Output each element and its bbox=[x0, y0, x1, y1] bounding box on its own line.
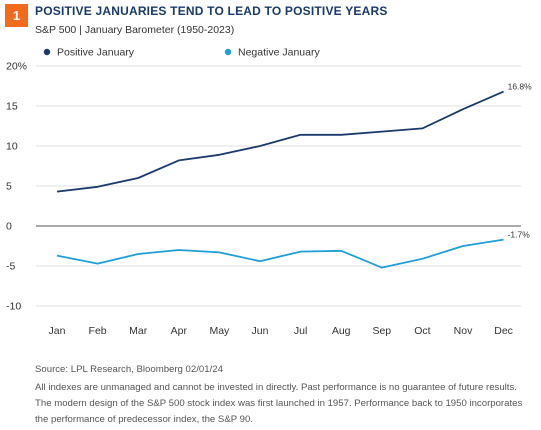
y-tick-label: 15 bbox=[6, 101, 18, 113]
x-tick-label: Feb bbox=[89, 325, 107, 337]
y-tick-label: -5 bbox=[6, 261, 15, 273]
x-tick-label: Sep bbox=[372, 325, 391, 337]
y-tick-label: -10 bbox=[6, 301, 21, 313]
x-tick-label: Mar bbox=[129, 325, 148, 337]
disclaimer-line: the performance of predecessor index, th… bbox=[35, 414, 253, 425]
y-tick-label: 0 bbox=[6, 221, 12, 233]
end-value-label: -1.7% bbox=[508, 230, 531, 240]
positive-january-line bbox=[56, 90, 504, 193]
x-tick-label: Jun bbox=[252, 325, 269, 337]
disclaimer-line: The modern design of the S&P 500 stock i… bbox=[35, 398, 523, 409]
legend-label: Negative January bbox=[238, 47, 320, 59]
x-tick-label: Dec bbox=[494, 325, 513, 337]
line-chart: 20% 15 10 5 0 -5 -10 Jan Feb Mar Apr May Jun Jul Aug Se… bbox=[6, 47, 533, 338]
y-tick-label: 5 bbox=[6, 181, 12, 193]
chart-title: POSITIVE JANUARIES TEND TO LEAD TO POSIT… bbox=[35, 4, 388, 18]
x-tick-label: Aug bbox=[332, 325, 351, 337]
x-tick-label: Apr bbox=[171, 325, 188, 337]
end-value-label: 16.8% bbox=[508, 82, 533, 92]
legend-marker bbox=[224, 48, 232, 56]
figure-number-badge: 1 bbox=[5, 4, 28, 27]
x-tick-label: Oct bbox=[414, 325, 430, 337]
negative-january-line bbox=[56, 238, 504, 269]
source-note: Source: LPL Research, Bloomberg 02/01/24 bbox=[35, 364, 223, 375]
disclaimer-line: All indexes are unmanaged and cannot be … bbox=[35, 382, 517, 393]
chart-subtitle: S&P 500 | January Barometer (1950-2023) bbox=[35, 24, 235, 36]
x-tick-label: Jul bbox=[294, 325, 307, 337]
y-tick-label: 20% bbox=[6, 61, 27, 73]
legend-label: Positive January bbox=[57, 47, 135, 59]
legend-marker bbox=[43, 48, 51, 56]
x-tick-label: Nov bbox=[454, 325, 473, 337]
x-tick-label: Jan bbox=[49, 325, 66, 337]
y-tick-label: 10 bbox=[6, 141, 18, 153]
disclaimer-notes: All indexes are unmanaged and cannot be … bbox=[35, 380, 535, 428]
x-tick-label: May bbox=[209, 325, 230, 337]
